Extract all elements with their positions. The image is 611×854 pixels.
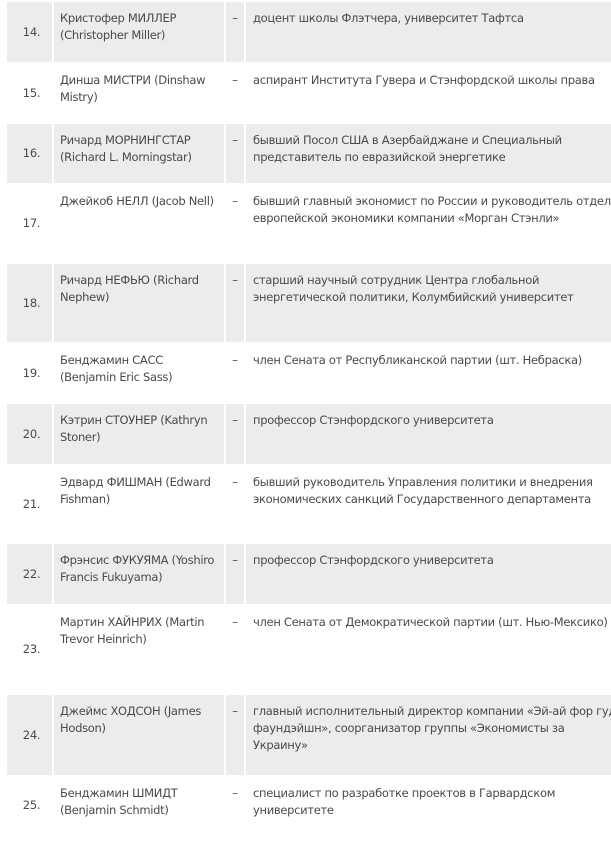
row-number: 22. (5, 542, 54, 606)
row-number: 15. (5, 62, 54, 124)
person-name: Кристофер МИЛЛЕР (Christopher Miller) (52, 0, 226, 64)
person-name: Джейкоб НЕЛЛ (Jacob Nell) (52, 183, 226, 264)
person-name: Джеймс ХОДСОН (James Hodson) (52, 693, 226, 777)
person-name: Бенджамин ШМИДТ (Benjamin Schmidt) (52, 775, 226, 835)
persons-table-body: 14. Кристофер МИЛЛЕР (Christopher Miller)… (5, 0, 611, 835)
dash-separator: – (224, 342, 246, 404)
person-name: Бенджамин САСС (Benjamin Eric Sass) (52, 342, 226, 404)
dash-separator: – (224, 262, 246, 344)
dash-separator: – (224, 183, 246, 264)
row-number: 23. (5, 604, 54, 695)
table-row: 25. Бенджамин ШМИДТ (Benjamin Schmidt) – сп… (5, 775, 611, 835)
person-description: профессор Стэнфордского университета (244, 542, 611, 606)
table-row: 23. Мартин ХАЙНРИХ (Martin Trevor Heinric… (5, 604, 611, 695)
person-name: Мартин ХАЙНРИХ (Martin Trevor Heinrich) (52, 604, 226, 695)
row-number: 18. (5, 262, 54, 344)
person-description: бывший Посол США в Азербайджане и Специа… (244, 122, 611, 185)
table-row: 21. Эдвард ФИШМАН (Edward Fishman) – бывший… (5, 464, 611, 544)
table-row: 22. Фрэнсис ФУКУЯМА (Yoshiro Francis Fuku… (5, 542, 611, 606)
dash-separator: – (224, 542, 246, 606)
table-row: 19. Бенджамин САСС (Benjamin Eric Sass) – ч… (5, 342, 611, 404)
table-row: 18. Ричард НЕФЬЮ (Richard Nephew) – старший… (5, 262, 611, 344)
person-description: аспирант Института Гувера и Стэнфордской… (244, 62, 611, 124)
dash-separator: – (224, 775, 246, 835)
person-name: Кэтрин СТОУНЕР (Kathryn Stoner) (52, 402, 226, 466)
person-description: специалист по разработке проектов в Гарв… (244, 775, 611, 835)
person-description: профессор Стэнфордского университета (244, 402, 611, 466)
table-row: 15. Динша МИСТРИ (Dinshaw Mistry) – аспиран… (5, 62, 611, 124)
dash-separator: – (224, 693, 246, 777)
dash-separator: – (224, 464, 246, 544)
row-number: 14. (5, 0, 54, 64)
table-row: 17. Джейкоб НЕЛЛ (Jacob Nell) – бывший глав… (5, 183, 611, 264)
person-description: доцент школы Флэтчера, университет Тафтс… (244, 0, 611, 64)
table-row: 20. Кэтрин СТОУНЕР (Kathryn Stoner) – профе… (5, 402, 611, 466)
dash-separator: – (224, 62, 246, 124)
table-row: 14. Кристофер МИЛЛЕР (Christopher Miller)… (5, 0, 611, 64)
row-number: 20. (5, 402, 54, 466)
dash-separator: – (224, 0, 246, 64)
dash-separator: – (224, 122, 246, 185)
person-description: старший научный сотрудник Центра глобаль… (244, 262, 611, 344)
person-name: Динша МИСТРИ (Dinshaw Mistry) (52, 62, 226, 124)
row-number: 21. (5, 464, 54, 544)
person-name: Ричард МОРНИНГСТАР (Richard L. Morningst… (52, 122, 226, 185)
person-name: Эдвард ФИШМАН (Edward Fishman) (52, 464, 226, 544)
dash-separator: – (224, 604, 246, 695)
person-description: член Сената от Демократической партии (ш… (244, 604, 611, 695)
person-description: главный исполнительный директор компании… (244, 693, 611, 777)
person-description: бывший главный экономист по России и рук… (244, 183, 611, 264)
table-row: 24. Джеймс ХОДСОН (James Hodson) – главный … (5, 693, 611, 777)
table-row: 16. Ричард МОРНИНГСТАР (Richard L. Mornin… (5, 122, 611, 185)
persons-table: 14. Кристофер МИЛЛЕР (Christopher Miller)… (5, 0, 611, 835)
person-name: Фрэнсис ФУКУЯМА (Yoshiro Francis Fukuyam… (52, 542, 226, 606)
dash-separator: – (224, 402, 246, 466)
row-number: 19. (5, 342, 54, 404)
row-number: 16. (5, 122, 54, 185)
row-number: 24. (5, 693, 54, 777)
person-name: Ричард НЕФЬЮ (Richard Nephew) (52, 262, 226, 344)
row-number: 17. (5, 183, 54, 264)
row-number: 25. (5, 775, 54, 835)
person-description: член Сената от Республиканской партии (ш… (244, 342, 611, 404)
person-description: бывший руководитель Управления политики … (244, 464, 611, 544)
